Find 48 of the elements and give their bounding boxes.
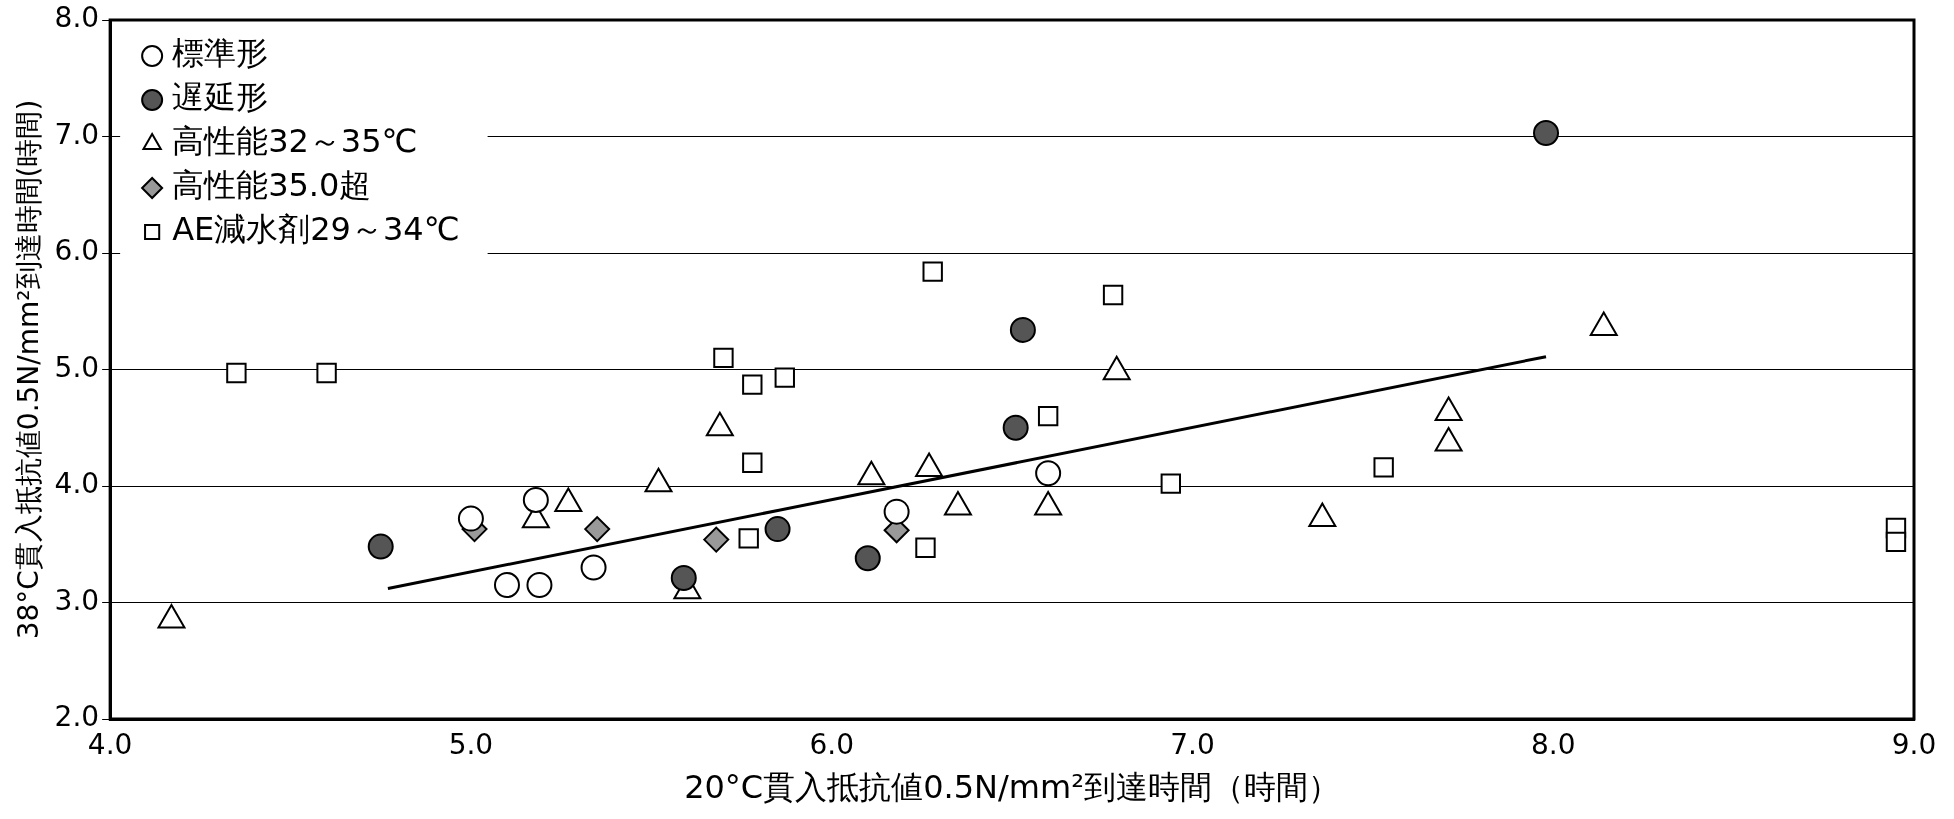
y-axis-title: 38°C貫入抵抗値0.5N/mm²到達時間(時間) xyxy=(12,99,46,640)
point xyxy=(915,537,936,558)
point xyxy=(526,572,553,599)
point xyxy=(742,452,763,473)
x-tick-label: 8.0 xyxy=(1530,728,1576,762)
point xyxy=(580,554,607,581)
legend-label: 高性能35.0超 xyxy=(172,166,372,205)
point xyxy=(1035,460,1062,487)
point xyxy=(457,505,484,532)
point xyxy=(1102,284,1124,306)
point xyxy=(316,362,337,384)
legend-label: 遅延形 xyxy=(172,78,269,117)
point xyxy=(226,362,247,384)
point xyxy=(883,498,910,525)
x-tick-label: 7.0 xyxy=(1170,728,1215,762)
y-tick-label: 6.0 xyxy=(54,234,100,268)
point xyxy=(1037,405,1059,427)
x-axis-title: 20°C貫入抵抗値0.5N/mm²到達時間（時間） xyxy=(684,768,1340,807)
point xyxy=(854,545,881,572)
point xyxy=(922,261,943,282)
legend-label: 標準形 xyxy=(172,34,269,73)
point xyxy=(1533,120,1560,147)
point xyxy=(670,565,697,592)
point xyxy=(584,516,611,543)
point xyxy=(742,374,763,395)
point xyxy=(738,528,759,549)
legend-label: AE減水剤29～34℃ xyxy=(172,210,460,249)
y-tick-label: 7.0 xyxy=(54,117,100,151)
y-tick-label: 3.0 xyxy=(54,583,100,617)
point xyxy=(1009,316,1036,343)
x-tick-label: 6.0 xyxy=(809,728,854,762)
point xyxy=(713,347,734,369)
point xyxy=(522,486,549,513)
y-tick-label: 4.0 xyxy=(54,467,100,501)
y-tick-label: 8.0 xyxy=(54,1,100,35)
y-tick-label: 5.0 xyxy=(54,350,100,384)
point xyxy=(703,526,730,553)
point xyxy=(1373,457,1394,478)
point xyxy=(493,572,520,599)
point xyxy=(1002,414,1029,441)
x-tick-label: 5.0 xyxy=(448,728,494,762)
point xyxy=(764,516,791,543)
point xyxy=(367,533,394,560)
point xyxy=(774,367,795,388)
point xyxy=(1885,531,1907,553)
x-tick-label: 9.0 xyxy=(1891,728,1937,762)
legend-label: 高性能32～35℃ xyxy=(172,122,418,161)
point xyxy=(1160,473,1181,494)
